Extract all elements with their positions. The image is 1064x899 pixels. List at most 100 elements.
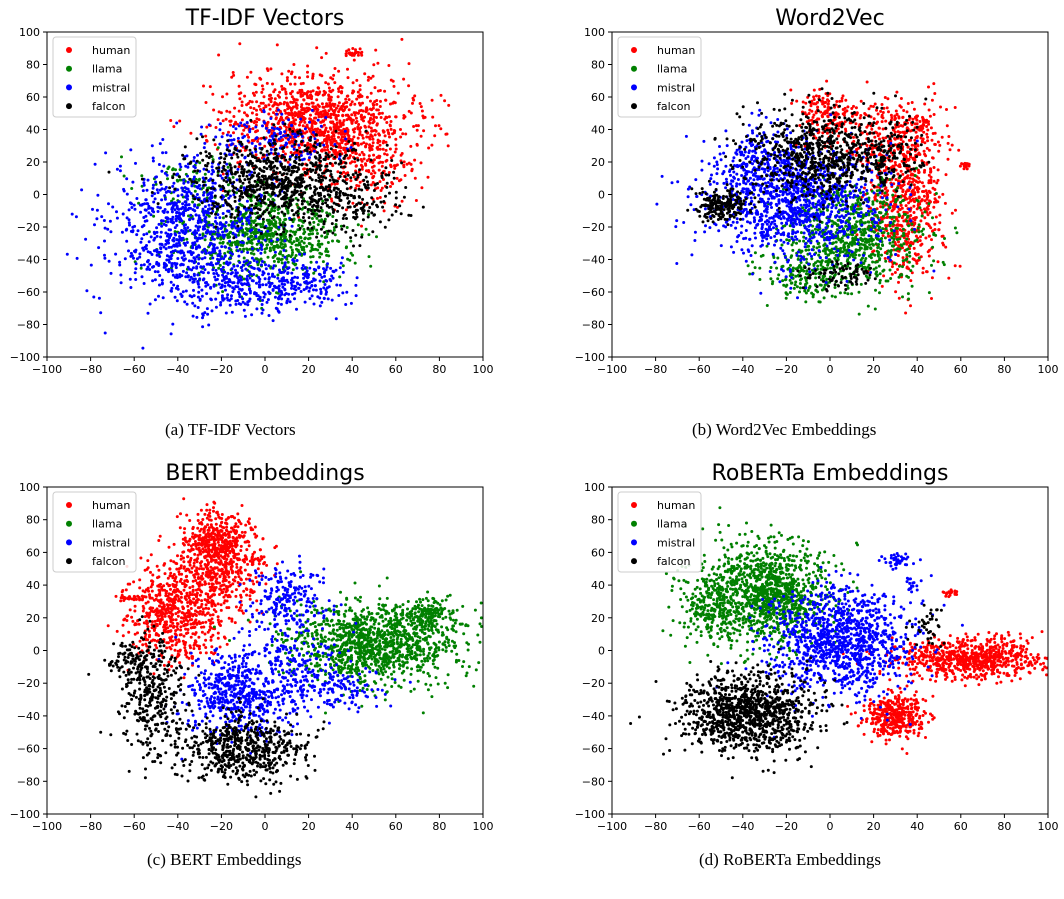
data-point-falcon	[250, 211, 254, 215]
data-point-mistral	[185, 241, 189, 244]
data-point-mistral	[305, 269, 309, 273]
data-point-mistral	[136, 229, 140, 233]
data-point-mistral	[193, 257, 197, 261]
data-point-falcon	[188, 161, 192, 165]
data-point-human	[339, 146, 343, 150]
data-point-llama	[283, 236, 286, 240]
data-point-falcon	[268, 183, 272, 187]
data-point-falcon	[392, 176, 396, 180]
data-point-falcon	[252, 167, 256, 171]
data-point-falcon	[319, 206, 323, 210]
data-point-falcon	[290, 218, 294, 222]
data-point-mistral	[180, 274, 184, 278]
data-point-human	[320, 149, 324, 153]
data-point-falcon	[305, 149, 309, 153]
data-point-falcon	[243, 191, 247, 195]
data-point-llama	[353, 261, 357, 265]
data-point-mistral	[134, 262, 138, 266]
data-point-falcon	[372, 200, 376, 204]
data-point-llama	[259, 257, 263, 261]
data-point-human	[430, 98, 434, 102]
data-point-llama	[276, 245, 280, 249]
data-point-human	[434, 124, 437, 128]
data-point-human	[357, 51, 360, 54]
data-point-falcon	[249, 118, 253, 122]
data-point-falcon	[294, 155, 298, 159]
data-point-human	[316, 86, 320, 90]
data-point-mistral	[340, 256, 344, 260]
y-tick-label: 20	[26, 156, 40, 169]
data-point-mistral	[118, 263, 122, 267]
data-point-falcon	[254, 206, 258, 210]
data-point-mistral	[218, 128, 222, 132]
data-point-mistral	[151, 156, 155, 160]
data-point-mistral	[141, 189, 145, 193]
data-point-falcon	[253, 179, 257, 183]
data-point-mistral	[202, 193, 205, 197]
data-point-mistral	[308, 281, 311, 285]
data-point-human	[344, 208, 348, 212]
data-point-falcon	[262, 187, 266, 191]
data-point-human	[384, 98, 388, 102]
data-point-mistral	[207, 179, 211, 183]
data-point-mistral	[338, 266, 342, 270]
data-point-mistral	[227, 209, 231, 213]
data-point-mistral	[114, 252, 118, 256]
data-point-human	[346, 76, 350, 80]
data-point-falcon	[334, 145, 338, 149]
data-point-falcon	[196, 169, 200, 173]
y-tick-label: −20	[17, 221, 40, 234]
data-point-mistral	[230, 142, 234, 146]
data-point-falcon	[233, 199, 237, 203]
data-point-human	[298, 123, 301, 127]
data-point-falcon	[278, 192, 282, 196]
data-point-mistral	[148, 251, 152, 254]
data-point-human	[296, 91, 300, 95]
data-point-falcon	[234, 186, 238, 190]
data-point-human	[285, 78, 289, 82]
data-point-mistral	[213, 275, 217, 279]
data-point-mistral	[236, 227, 240, 231]
data-point-human	[396, 91, 400, 95]
data-point-human	[326, 148, 330, 152]
data-point-llama	[300, 207, 304, 211]
data-point-falcon	[327, 155, 331, 159]
data-point-mistral	[312, 288, 315, 292]
data-point-human	[371, 181, 375, 184]
data-point-human	[954, 208, 957, 212]
data-point-human	[337, 135, 340, 139]
data-point-human	[355, 184, 359, 187]
data-point-human	[336, 95, 340, 99]
data-point-llama	[245, 241, 249, 245]
data-point-mistral	[241, 297, 245, 301]
data-point-mistral	[175, 273, 179, 277]
data-point-falcon	[318, 178, 322, 182]
data-point-human	[381, 160, 385, 164]
data-point-mistral	[328, 278, 332, 281]
data-point-mistral	[103, 226, 107, 230]
data-point-mistral	[157, 222, 161, 226]
data-point-human	[914, 180, 918, 184]
data-point-mistral	[167, 245, 171, 249]
data-point-falcon	[367, 209, 370, 213]
data-point-mistral	[243, 314, 247, 318]
data-point-mistral	[197, 285, 201, 289]
chart-title: TF-IDF Vectors	[185, 6, 345, 31]
data-point-human	[930, 276, 934, 280]
data-point-mistral	[256, 267, 260, 271]
data-point-mistral	[146, 265, 150, 269]
data-point-mistral	[231, 252, 234, 256]
data-point-mistral	[277, 284, 281, 288]
data-point-llama	[305, 200, 309, 204]
data-point-mistral	[220, 283, 224, 287]
data-point-mistral	[133, 271, 137, 275]
data-point-mistral	[243, 302, 247, 306]
data-point-falcon	[252, 188, 255, 192]
data-point-mistral	[198, 233, 202, 237]
data-point-falcon	[339, 165, 343, 169]
data-point-mistral	[106, 227, 110, 231]
data-point-human	[362, 141, 366, 145]
chart-title: Word2Vec	[775, 6, 885, 31]
data-point-mistral	[180, 193, 184, 197]
data-point-falcon	[347, 200, 351, 204]
